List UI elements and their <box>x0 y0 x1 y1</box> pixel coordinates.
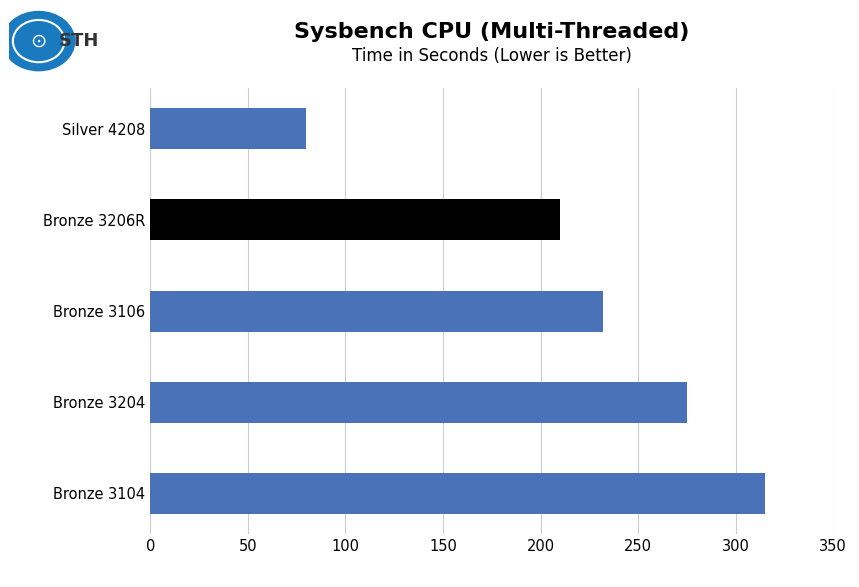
Text: Time in Seconds (Lower is Better): Time in Seconds (Lower is Better) <box>352 47 631 65</box>
Text: Sysbench CPU (Multi-Threaded): Sysbench CPU (Multi-Threaded) <box>294 22 690 42</box>
Bar <box>150 382 687 423</box>
Text: ⊙: ⊙ <box>30 32 47 50</box>
Bar <box>150 291 603 332</box>
Bar <box>150 473 765 514</box>
Bar <box>150 200 560 241</box>
Bar <box>150 109 307 149</box>
Circle shape <box>3 12 75 70</box>
Text: STH: STH <box>58 32 100 50</box>
